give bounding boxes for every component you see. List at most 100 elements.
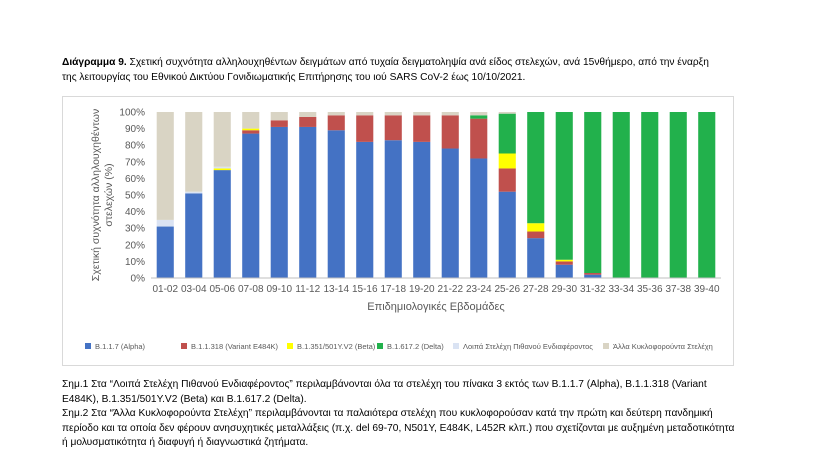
legend-swatch	[181, 343, 187, 349]
bar-segment	[470, 158, 488, 278]
x-tick-label: 23-24	[466, 284, 492, 295]
bar-segment	[584, 112, 602, 274]
bar-segment	[242, 133, 260, 278]
x-tick-label: 05-06	[209, 284, 235, 295]
bar-segment	[185, 193, 203, 278]
bar-segment	[242, 130, 260, 134]
bar-segment	[527, 238, 545, 278]
x-tick-label: 03-04	[181, 284, 207, 295]
bar-segment	[356, 112, 374, 116]
y-tick-label: 90%	[125, 124, 145, 135]
bar-segment	[555, 264, 573, 278]
x-axis-ticks: 01-02 03-04 05-06 07-08 09-10 11-12 13-14 15-16…	[152, 284, 720, 295]
bar-segment	[527, 223, 545, 232]
legend-label: B.1.1.7 (Alpha)	[95, 342, 146, 351]
bar-segment	[242, 128, 260, 131]
bar-segment	[299, 126, 317, 278]
bar-segment	[413, 112, 431, 116]
bar-segment	[213, 112, 231, 167]
y-tick-label: 100%	[119, 108, 145, 119]
bar-segment	[185, 191, 203, 194]
footnotes: Σημ.1 Στα “Λοιπά Στελέχη Πιθανού Ενδιαφέ…	[62, 378, 742, 451]
bar-segment	[156, 226, 174, 278]
bar-segment	[270, 120, 288, 127]
bar-segment	[270, 112, 288, 121]
x-tick-label: 07-08	[238, 284, 264, 295]
bar-segment	[498, 191, 516, 278]
x-tick-label: 37-38	[665, 284, 691, 295]
x-tick-label: 19-20	[409, 284, 435, 295]
y-tick-label: 80%	[125, 141, 145, 152]
footnote-1: Σημ.1 Στα “Λοιπά Στελέχη Πιθανού Ενδιαφέ…	[62, 379, 707, 405]
x-tick-label: 21-22	[437, 284, 463, 295]
bar-segment	[327, 115, 345, 131]
bar-segment	[441, 115, 459, 149]
bar-segment	[384, 112, 402, 116]
bar-segment	[213, 166, 231, 169]
footnote-2: Σημ.2 Στα “Άλλα Κυκλοφορούντα Στελέχη” π…	[62, 408, 735, 448]
y-tick-label: 60%	[125, 174, 145, 185]
bar-segment	[384, 140, 402, 278]
bar-segment	[498, 153, 516, 169]
x-tick-label: 11-12	[295, 284, 320, 295]
bar-segment	[555, 112, 573, 260]
legend-label: B.1.1.318 (Variant E484K)	[191, 342, 278, 351]
bar-segment	[498, 113, 516, 154]
bar-segment	[156, 219, 174, 227]
bar-segment	[612, 112, 630, 278]
x-tick-label: 35-36	[637, 284, 663, 295]
bar-segment	[242, 112, 260, 129]
y-tick-label: 30%	[125, 224, 145, 235]
figure-caption: Διάγραμμα 9. Σχετική συχνότητα αλληλουχη…	[62, 55, 722, 85]
bar-segment	[185, 112, 203, 192]
bar-segment	[356, 115, 374, 142]
bar-segment	[327, 112, 345, 116]
y-tick-label: 40%	[125, 207, 145, 218]
y-tick-label: 70%	[125, 157, 145, 168]
legend-label: Άλλα Κυκλοφορούντα Στελέχη	[613, 342, 713, 351]
bar-segment	[356, 141, 374, 278]
bar-segment	[555, 259, 573, 262]
stacked-bar-chart: 0%10%20%30%40%50%60%70%80%90%100% 01-02 0…	[85, 108, 721, 351]
bar-segment	[299, 116, 317, 127]
bar-segment	[270, 126, 288, 278]
legend-swatch	[85, 343, 91, 349]
bar-segment	[498, 112, 516, 114]
bar-segment	[698, 112, 716, 278]
bar-segment	[384, 115, 402, 141]
bar-segment	[470, 115, 488, 119]
x-tick-label: 09-10	[266, 284, 292, 295]
chart-frame: 0% 10% 20% 30% 40% 50% 60% 70% 80% 90% 100% 01-02 0…	[62, 96, 734, 366]
legend-swatch	[603, 343, 609, 349]
caption-label: Διάγραμμα 9.	[62, 57, 127, 68]
bar-segment	[641, 112, 659, 278]
y-axis-title: Σχετική συχνότητα αλληλουχηθέντωνστελεχώ…	[90, 109, 115, 281]
x-tick-label: 39-40	[694, 284, 720, 295]
bar-segment	[584, 273, 602, 275]
caption-text: Σχετική συχνότητα αλληλουχηθέντων δειγμά…	[62, 57, 709, 83]
legend-swatch	[287, 343, 293, 349]
y-tick-label: 10%	[125, 257, 145, 268]
bar-segment	[156, 112, 174, 220]
legend-swatch	[377, 343, 383, 349]
bar-segment	[669, 112, 687, 278]
x-tick-label: 25-26	[494, 284, 520, 295]
x-tick-label: 29-30	[551, 284, 577, 295]
y-tick-label: 0%	[131, 274, 146, 285]
bar-segment	[213, 168, 231, 171]
y-axis-ticks: 0% 10% 20% 30% 40% 50% 60% 70% 80% 90% 100%	[119, 108, 145, 285]
bar-segment	[527, 112, 545, 224]
bar-segment	[470, 112, 488, 116]
x-tick-label: 15-16	[352, 284, 378, 295]
legend: B.1.1.7 (Alpha) B.1.1.318 (Variant E484K)…	[85, 342, 713, 351]
y-tick-label: 50%	[125, 191, 145, 202]
legend-label: Λοιπά Στελέχη Πιθανού Ενδιαφέροντος	[463, 342, 593, 351]
bar-segment	[584, 274, 602, 278]
x-tick-label: 33-34	[608, 284, 634, 295]
bar-segment	[441, 112, 459, 116]
x-tick-label: 13-14	[323, 284, 349, 295]
bar-segment	[498, 168, 516, 192]
legend-label: B.1.351/501Y.V2 (Beta)	[297, 342, 376, 351]
x-tick-label: 01-02	[152, 284, 178, 295]
bar-segment	[441, 148, 459, 278]
